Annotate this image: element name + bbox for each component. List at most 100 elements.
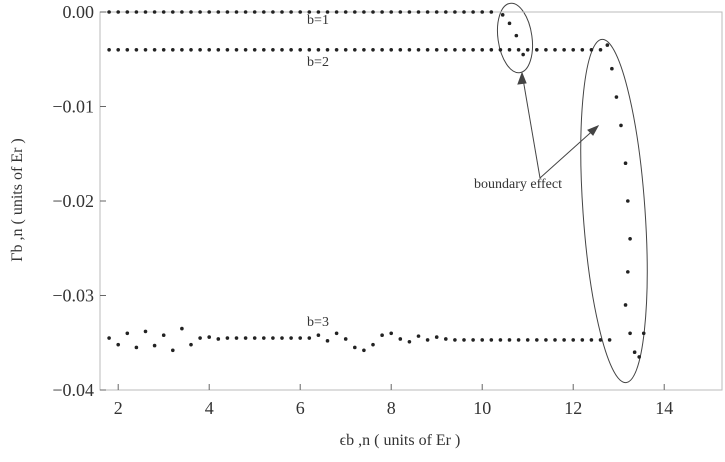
y-axis-label: Γb ,n ( units of Er )	[9, 138, 26, 261]
data-point	[614, 95, 619, 99]
data-point	[307, 336, 312, 340]
data-point	[380, 10, 384, 14]
data-point	[189, 10, 193, 14]
data-point	[507, 338, 512, 342]
data-point	[489, 48, 494, 52]
data-point	[289, 336, 293, 340]
data-point	[389, 331, 394, 336]
data-point	[544, 48, 548, 52]
data-point	[498, 48, 503, 52]
data-point	[389, 48, 394, 52]
data-point	[571, 338, 576, 342]
data-point	[398, 48, 403, 52]
data-point	[143, 48, 148, 52]
data-point	[180, 48, 184, 52]
data-point	[180, 10, 184, 14]
data-point	[234, 336, 239, 340]
data-point	[571, 48, 576, 52]
data-point	[243, 336, 248, 340]
data-point	[334, 331, 339, 336]
data-point	[171, 10, 175, 14]
data-point	[198, 48, 202, 52]
data-point	[343, 10, 348, 14]
data-point	[362, 348, 366, 353]
data-point	[434, 335, 439, 339]
data-point	[462, 48, 466, 52]
data-point	[407, 10, 412, 14]
data-point	[562, 48, 566, 52]
data-point	[471, 338, 475, 342]
ellipse	[496, 2, 534, 74]
data-point	[325, 48, 330, 52]
data-point	[632, 350, 637, 355]
data-point	[107, 48, 111, 52]
data-point	[434, 48, 439, 52]
data-point	[116, 48, 121, 52]
y-tick-label: −0.02	[52, 191, 94, 211]
data-point	[298, 336, 303, 340]
data-point	[298, 48, 303, 52]
data-point	[580, 338, 585, 342]
series-label: b=3	[307, 315, 329, 330]
y-tick-label: −0.04	[52, 380, 94, 400]
data-point	[489, 10, 494, 14]
data-point	[425, 338, 430, 342]
data-point	[362, 10, 366, 14]
data-point	[623, 161, 628, 165]
x-tick-label: 10	[473, 398, 491, 418]
y-tick-label: −0.03	[52, 286, 94, 306]
data-point	[271, 48, 275, 52]
data-point	[516, 338, 521, 342]
data-point	[325, 339, 330, 343]
data-point	[453, 48, 457, 52]
data-point	[480, 48, 485, 52]
data-point	[225, 48, 230, 52]
data-point	[371, 48, 375, 52]
data-point	[628, 331, 632, 336]
x-tick-label: 14	[655, 398, 673, 418]
data-point	[198, 10, 202, 14]
data-point	[525, 48, 530, 52]
x-tick-label: 6	[296, 398, 305, 418]
data-point	[453, 338, 457, 342]
data-point	[514, 33, 519, 38]
data-point	[252, 48, 257, 52]
data-point	[521, 52, 525, 57]
ellipse	[580, 38, 648, 384]
data-point	[271, 10, 275, 14]
data-point	[316, 333, 321, 337]
series-label: b=1	[307, 13, 329, 28]
data-point	[243, 48, 248, 52]
data-point	[380, 48, 384, 52]
arrowhead	[517, 71, 527, 85]
data-point	[610, 66, 614, 71]
data-point	[134, 48, 139, 52]
data-point	[280, 10, 284, 14]
data-point	[298, 10, 303, 14]
data-point	[444, 337, 448, 341]
data-point	[116, 10, 121, 14]
data-point	[152, 343, 157, 348]
x-axis-label: ϵb ,n ( units of Er )	[340, 432, 461, 449]
data-point	[289, 10, 293, 14]
data-point	[252, 10, 257, 14]
x-tick-label: 8	[387, 398, 396, 418]
data-point	[623, 303, 628, 307]
data-point	[234, 48, 239, 52]
data-point	[171, 348, 175, 353]
data-point	[507, 48, 512, 52]
data-point	[161, 333, 166, 337]
data-point	[125, 48, 130, 52]
data-point	[371, 10, 375, 14]
data-point	[425, 48, 430, 52]
data-point	[280, 336, 284, 340]
data-point	[353, 10, 357, 14]
data-point	[637, 355, 641, 359]
data-point	[207, 10, 212, 14]
data-point	[416, 334, 421, 338]
data-point	[225, 10, 230, 14]
highlight-shapes	[496, 2, 648, 384]
data-point	[262, 48, 266, 52]
data-point	[353, 345, 357, 350]
data-point	[444, 10, 448, 14]
